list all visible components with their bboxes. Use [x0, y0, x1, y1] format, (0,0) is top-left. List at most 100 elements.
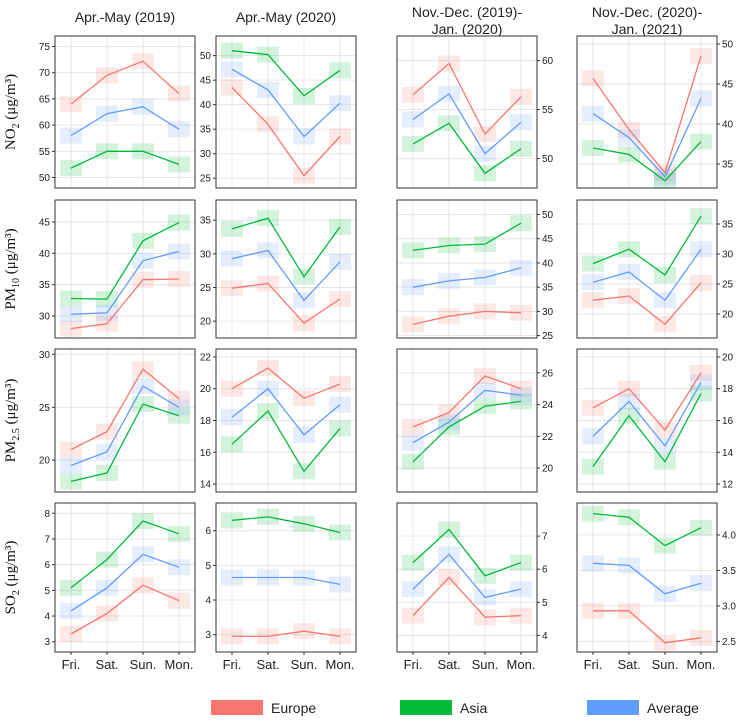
series-line-asia	[412, 222, 522, 252]
y-tick-label: 45	[722, 80, 734, 91]
ylabel-subscript: 2.5	[11, 428, 22, 441]
row-ylabel: NO2 (μg/m³)	[3, 74, 22, 150]
x-tick-label: Fri.	[584, 657, 603, 672]
series-line-europe	[231, 367, 341, 400]
panel-background	[216, 36, 356, 188]
x-tick-label: Mon.	[326, 657, 355, 672]
y-tick-label: 30	[200, 249, 212, 260]
panel-frame	[396, 199, 538, 339]
series-line-europe	[70, 584, 180, 635]
y-tick-label: 5	[542, 598, 548, 609]
y-tick-label: 40	[542, 258, 554, 269]
y-tick-label: 20	[722, 352, 734, 363]
y-tick-label: 5	[205, 561, 211, 572]
x-tick-label: Sat.	[95, 657, 118, 672]
y-tick-label: 24	[542, 400, 554, 411]
series-line-europe	[231, 87, 341, 177]
series-line-asia	[70, 150, 180, 169]
panel-frame	[396, 35, 538, 189]
ylabel-unit: (μg/m³)	[3, 541, 19, 591]
panel-SO2-3: 2.5 3.0 3.5 4.0 Fri. Sat. Sun. Mon.	[576, 502, 736, 672]
series-line-average	[592, 98, 702, 178]
series-line-europe	[70, 60, 180, 105]
ylabel-main: PM	[3, 288, 19, 310]
x-tick-label: Mon.	[165, 657, 194, 672]
panel-background	[55, 349, 195, 492]
ylabel-main: PM	[3, 441, 19, 463]
panel-background	[577, 200, 717, 338]
x-tick-label: Fri.	[404, 657, 423, 672]
series-line-asia	[231, 217, 341, 278]
y-tick-label: 4	[542, 631, 548, 642]
y-tick-label: 30	[200, 149, 212, 160]
legend-swatch-asia	[400, 700, 452, 715]
y-tick-label: 20	[542, 464, 554, 475]
y-tick-label: 35	[722, 160, 734, 171]
series-line-average	[231, 249, 341, 302]
panel-frame	[396, 348, 538, 493]
series-line-average	[592, 248, 702, 302]
y-tick-label: 40	[39, 249, 51, 260]
y-tick-label: 18	[200, 416, 212, 427]
panel-background	[397, 36, 537, 188]
column-title: Apr.-May (2020)	[236, 9, 336, 25]
y-tick-label: 50	[722, 40, 734, 51]
y-tick-label: 25	[722, 280, 734, 291]
column-title: Nov.-Dec. (2020)-	[592, 4, 703, 20]
y-tick-label: 50	[542, 154, 554, 165]
y-tick-label: 16	[200, 448, 212, 459]
row-ylabel: SO2 (μg/m³)	[3, 541, 22, 615]
x-tick-label: Sun.	[652, 657, 679, 672]
panel-PM2.5-3: 12 14 16 18 20	[576, 348, 734, 493]
y-tick-label: 40	[200, 100, 212, 111]
series-line-average	[232, 576, 341, 586]
legend-swatch-europe	[211, 700, 263, 715]
x-tick-label: Sun.	[130, 657, 157, 672]
panel-frame	[215, 502, 357, 653]
series-line-asia	[412, 400, 522, 463]
series-line-europe	[231, 282, 341, 325]
y-tick-label: 55	[39, 147, 51, 158]
ylabel-unit: (μg/m³)	[3, 228, 19, 278]
y-tick-label: 70	[39, 68, 51, 79]
y-tick-label: 20	[722, 310, 734, 321]
row-ylabel: PM10 (μg/m³)	[3, 228, 22, 309]
y-tick-label: 30	[39, 312, 51, 323]
y-tick-label: 55	[542, 105, 554, 116]
y-tick-label: 20	[200, 317, 212, 328]
y-tick-label: 20	[200, 384, 212, 395]
y-tick-label: 75	[39, 42, 51, 53]
column-title-line2: Jan. (2020)	[432, 21, 503, 37]
panel-frame	[576, 35, 718, 189]
y-tick-label: 3.0	[722, 601, 736, 612]
y-tick-label: 7	[44, 534, 50, 545]
y-tick-label: 35	[200, 125, 212, 136]
panel-background	[397, 200, 537, 338]
y-tick-label: 50	[39, 173, 51, 184]
y-tick-label: 3	[44, 637, 50, 648]
x-tick-label: Sat.	[256, 657, 279, 672]
panel-frame	[54, 502, 196, 653]
row-ylabel: PM2.5 (μg/m³)	[3, 379, 22, 463]
x-tick-label: Sat.	[617, 657, 640, 672]
series-line-asia	[412, 122, 522, 175]
series-line-europe	[70, 368, 180, 451]
y-tick-label: 35	[200, 216, 212, 227]
series-line-average	[412, 553, 522, 599]
series-line-asia	[231, 409, 341, 473]
series-line-europe	[412, 375, 522, 428]
y-tick-label: 8	[44, 509, 50, 520]
y-tick-label: 60	[39, 121, 51, 132]
y-tick-label: 50	[200, 51, 212, 62]
ylabel-subscript: 2	[11, 590, 22, 595]
y-tick-label: 6	[205, 526, 211, 537]
series-line-average	[412, 267, 522, 288]
panel-NO2-2: 50 55 60	[396, 35, 554, 189]
series-line-average	[70, 385, 180, 467]
y-tick-label: 26	[542, 368, 554, 379]
ylabel-unit: (μg/m³)	[3, 74, 19, 124]
panel-PM2.5-2: 20 22 24 26	[396, 348, 554, 493]
y-tick-label: 60	[542, 56, 554, 67]
y-tick-label: 4.0	[722, 530, 736, 541]
x-tick-label: Sun.	[291, 657, 318, 672]
